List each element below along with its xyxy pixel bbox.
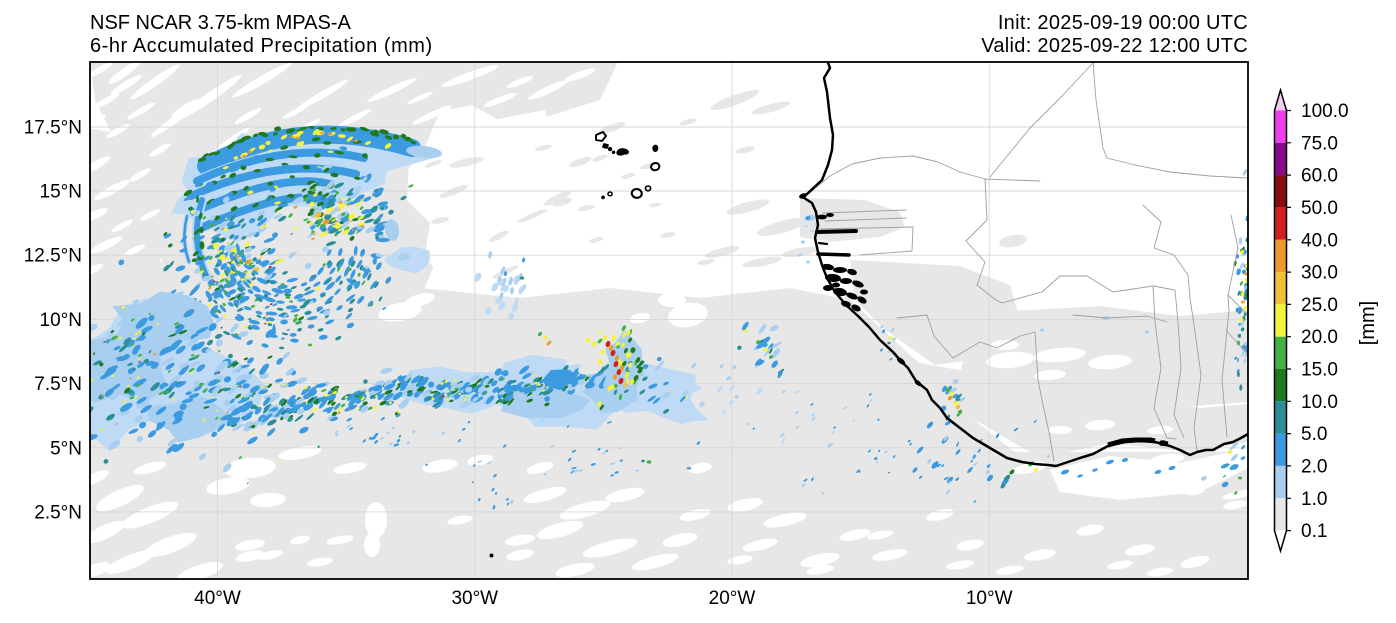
svg-text:10°N: 10°N (40, 310, 82, 331)
svg-text:NSF NCAR 3.75-km MPAS-A: NSF NCAR 3.75-km MPAS-A (90, 12, 351, 34)
svg-text:7.5°N: 7.5°N (34, 374, 82, 395)
svg-text:5.0: 5.0 (1301, 424, 1327, 445)
svg-text:1.0: 1.0 (1301, 489, 1327, 510)
svg-text:6-hr Accumulated Precipitation: 6-hr Accumulated Precipitation (mm) (90, 35, 433, 57)
svg-text:20.0: 20.0 (1301, 327, 1338, 348)
svg-text:2.5°N: 2.5°N (34, 502, 82, 523)
svg-text:0.1: 0.1 (1301, 521, 1327, 542)
svg-text:60.0: 60.0 (1301, 166, 1338, 187)
svg-text:2.0: 2.0 (1301, 456, 1327, 477)
svg-text:17.5°N: 17.5°N (24, 118, 82, 139)
svg-text:40.0: 40.0 (1301, 230, 1338, 251)
svg-text:Init: 2025-09-19 00:00 UTC: Init: 2025-09-19 00:00 UTC (998, 12, 1248, 34)
svg-text:30.0: 30.0 (1301, 263, 1338, 284)
svg-text:40°W: 40°W (194, 588, 241, 609)
svg-text:15.0: 15.0 (1301, 360, 1338, 381)
svg-text:75.0: 75.0 (1301, 133, 1338, 154)
svg-text:100.0: 100.0 (1301, 101, 1349, 122)
svg-text:5°N: 5°N (50, 438, 82, 459)
svg-text:Valid: 2025-09-22 12:00 UTC: Valid: 2025-09-22 12:00 UTC (981, 35, 1248, 57)
svg-text:50.0: 50.0 (1301, 198, 1338, 219)
svg-text:15°N: 15°N (40, 182, 82, 203)
svg-text:12.5°N: 12.5°N (24, 246, 82, 267)
svg-text:25.0: 25.0 (1301, 295, 1338, 316)
svg-text:20°W: 20°W (709, 588, 756, 609)
svg-text:10.0: 10.0 (1301, 392, 1338, 413)
svg-text:[mm]: [mm] (1357, 301, 1379, 345)
svg-text:10°W: 10°W (966, 588, 1013, 609)
svg-text:30°W: 30°W (451, 588, 498, 609)
